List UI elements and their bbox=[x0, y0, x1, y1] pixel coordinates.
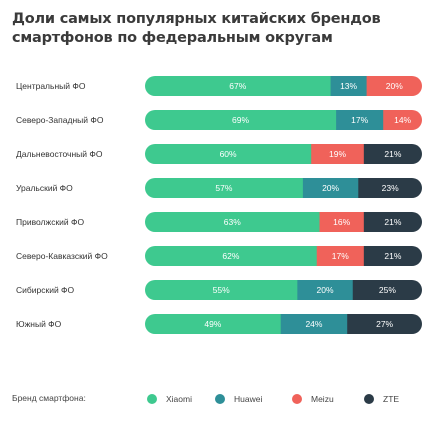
bar-segment-xiaomi bbox=[145, 110, 337, 130]
data-label: 20% bbox=[317, 285, 334, 295]
legend-label-huawei: Huawei bbox=[234, 394, 263, 404]
bar-segment-huawei bbox=[302, 178, 359, 198]
bar-segment-huawei bbox=[280, 314, 348, 334]
stacked-bar-chart: Центральный ФО 67% 13% 20% Северо-Западный Ф… bbox=[16, 76, 422, 334]
bar-segment-huawei bbox=[330, 76, 368, 96]
legend: Бренд смартфона: Xiaomi Huawei Meizu ZTE bbox=[12, 392, 432, 406]
data-label: 55% bbox=[213, 285, 230, 295]
data-label: 20% bbox=[386, 81, 403, 91]
bar-row: Центральный ФО 67% 13% 20% bbox=[16, 76, 422, 96]
bar-segment-meizu bbox=[319, 212, 365, 232]
category-label: Сибирский ФО bbox=[16, 285, 75, 295]
bar-segment-xiaomi bbox=[145, 212, 321, 232]
category-label: Дальневосточный ФО bbox=[16, 149, 103, 159]
data-label: 57% bbox=[215, 183, 232, 193]
category-label: Приволжский ФО bbox=[16, 217, 84, 227]
data-label: 60% bbox=[220, 149, 237, 159]
data-label: 19% bbox=[329, 149, 346, 159]
bar-row: Северо-Кавказский ФО 62% 17% 21% bbox=[16, 246, 422, 266]
bar-segment-xiaomi bbox=[145, 76, 332, 96]
category-label: Северо-Западный ФО bbox=[16, 115, 104, 125]
bar-segment-zte bbox=[363, 212, 422, 232]
bar-row: Сибирский ФО 55% 20% 25% bbox=[16, 280, 422, 300]
legend-swatch-meizu bbox=[292, 394, 302, 404]
bar-segment-zte bbox=[363, 144, 422, 164]
legend-label-meizu: Meizu bbox=[311, 394, 334, 404]
legend-title: Бренд смартфона: bbox=[12, 393, 86, 403]
bar-segment-zte bbox=[347, 314, 422, 334]
bar-segment-meizu bbox=[366, 76, 422, 96]
bar-segment-xiaomi bbox=[145, 314, 282, 334]
chart-title: Доли самых популярных китайских брендов … bbox=[12, 11, 381, 46]
bar-segment-zte bbox=[363, 246, 422, 266]
bar-row: Приволжский ФО 63% 16% 21% bbox=[16, 212, 422, 232]
data-label: 21% bbox=[384, 251, 401, 261]
category-label: Уральский ФО bbox=[16, 183, 73, 193]
data-label: 63% bbox=[224, 217, 241, 227]
data-label: 67% bbox=[229, 81, 246, 91]
legend-swatch-xiaomi bbox=[147, 394, 157, 404]
data-label: 21% bbox=[384, 149, 401, 159]
category-label: Северо-Кавказский ФО bbox=[16, 251, 108, 261]
data-label: 27% bbox=[376, 319, 393, 329]
data-label: 49% bbox=[204, 319, 221, 329]
bar-segment-meizu bbox=[316, 246, 365, 266]
data-label: 21% bbox=[384, 217, 401, 227]
data-label: 13% bbox=[340, 81, 357, 91]
bar-segment-zte bbox=[352, 280, 422, 300]
bar-segment-zte bbox=[358, 178, 422, 198]
legend-item-xiaomi: Xiaomi bbox=[147, 392, 192, 406]
category-label: Центральный ФО bbox=[16, 81, 86, 91]
legend-label-xiaomi: Xiaomi bbox=[166, 394, 192, 404]
bar-segment-huawei bbox=[336, 110, 384, 130]
legend-item-meizu: Meizu bbox=[292, 392, 334, 406]
bar-segment-xiaomi bbox=[145, 144, 312, 164]
bar-segment-huawei bbox=[297, 280, 354, 300]
bar-segment-xiaomi bbox=[145, 178, 304, 198]
legend-item-zte: ZTE bbox=[364, 392, 399, 406]
data-label: 17% bbox=[351, 115, 368, 125]
data-label: 16% bbox=[333, 217, 350, 227]
data-label: 17% bbox=[332, 251, 349, 261]
data-label: 20% bbox=[322, 183, 339, 193]
bar-row: Южный ФО 49% 24% 27% bbox=[16, 314, 422, 334]
legend-item-huawei: Huawei bbox=[215, 392, 262, 406]
bar-row: Дальневосточный ФО 60% 19% 21% bbox=[16, 144, 422, 164]
data-label: 23% bbox=[382, 183, 399, 193]
data-label: 62% bbox=[222, 251, 239, 261]
bar-segment-xiaomi bbox=[145, 280, 298, 300]
legend-swatch-huawei bbox=[215, 394, 225, 404]
data-label: 69% bbox=[232, 115, 249, 125]
data-label: 25% bbox=[379, 285, 396, 295]
bar-row: Северо-Западный ФО 69% 17% 14% bbox=[16, 110, 422, 130]
bar-segment-xiaomi bbox=[145, 246, 318, 266]
bar-segment-meizu bbox=[311, 144, 365, 164]
legend-swatch-zte bbox=[364, 394, 374, 404]
data-label: 24% bbox=[305, 319, 322, 329]
bar-row: Уральский ФО 57% 20% 23% bbox=[16, 178, 422, 198]
category-label: Южный ФО bbox=[16, 319, 62, 329]
bar-segment-meizu bbox=[383, 110, 422, 130]
data-label: 14% bbox=[394, 115, 411, 125]
legend-label-zte: ZTE bbox=[383, 394, 400, 404]
